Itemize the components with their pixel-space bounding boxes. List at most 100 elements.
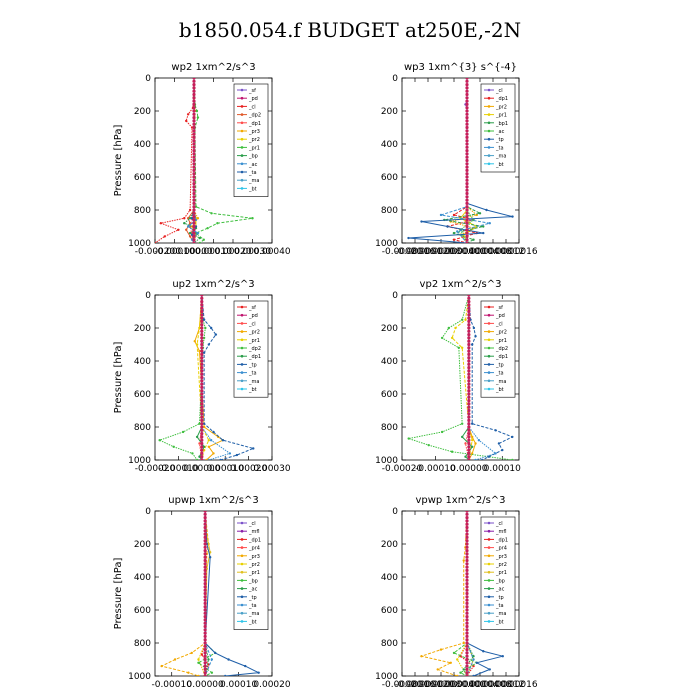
data-point: [251, 217, 254, 220]
data-point: [467, 415, 471, 419]
legend-marker: [487, 603, 491, 607]
data-point: [203, 516, 207, 520]
data-point: [203, 595, 207, 599]
data-point: [200, 382, 204, 386]
legend-label: _ta: [495, 603, 504, 609]
data-point: [188, 208, 192, 212]
x-tick-label: 0.00030: [253, 464, 290, 474]
panel-title: vp2 1xm^2/s^3: [420, 279, 502, 290]
data-point: [472, 674, 475, 676]
legend-marker: [240, 529, 244, 533]
legend-label: _pr1: [495, 338, 507, 344]
y-tick-label: 0: [145, 507, 151, 517]
data-point: [190, 233, 194, 236]
chart-panel-4: vp2 1xm^2/s^3 0 200 400 600 800 1000-0.00020-0…: [375, 279, 521, 474]
data-point: [198, 326, 201, 330]
legend-label: _ta: [495, 371, 504, 377]
plot-frame: [401, 77, 520, 244]
data-point: [214, 333, 218, 336]
legend: _sf _pd _cl _dp2 _dp1 _pr3 _pr2 _pr1 _bp _ac _ta _m…: [233, 83, 269, 197]
data-point: [228, 452, 232, 455]
data-point: [465, 168, 469, 172]
data-point: [465, 79, 469, 83]
x-tick-label: 0.00000: [187, 680, 224, 690]
data-point: [213, 651, 217, 655]
data-point: [192, 191, 196, 196]
data-point: [200, 339, 204, 343]
series-line-dp1: [447, 78, 477, 243]
legend: _cl _dp1 _pr2 _pr1 _bp1 _ac _tp _ta _ma _bt: [480, 83, 516, 173]
x-tick-label: 0.00020: [230, 464, 267, 474]
data-point: [200, 342, 204, 347]
legend-marker: [487, 595, 491, 599]
data-point: [420, 655, 423, 658]
page-title: b1850.054.f BUDGET at250E,-2N: [178, 18, 522, 42]
data-point: [465, 129, 469, 133]
data-point: [200, 455, 204, 459]
x-tick-label: 0.00008: [474, 247, 511, 257]
data-point: [208, 556, 212, 559]
data-point: [200, 362, 204, 366]
legend-marker: [240, 363, 244, 366]
data-point: [200, 432, 204, 436]
data-point: [465, 116, 469, 120]
data-point: [465, 139, 469, 143]
data-point: [203, 575, 207, 579]
legend-label: _ac: [248, 587, 258, 593]
data-point: [192, 89, 196, 93]
data-point: [471, 343, 474, 346]
y-tick-label: 1000: [375, 456, 398, 466]
data-point: [155, 241, 157, 243]
data-point: [202, 422, 206, 425]
data-point: [467, 339, 471, 343]
data-point: [200, 458, 204, 460]
legend-label: _ma: [495, 154, 506, 160]
legend-marker: [487, 587, 491, 590]
data-point: [203, 634, 207, 639]
data-point: [465, 96, 469, 100]
x-tick-label: -0.00012: [408, 247, 448, 257]
data-point: [185, 119, 188, 123]
data-point: [200, 435, 204, 439]
x-tick-label: 0.00030: [234, 247, 271, 257]
x-tick-label: -0.00008: [421, 680, 462, 690]
data-point: [449, 661, 452, 664]
data-point: [465, 651, 469, 655]
data-point: [203, 664, 207, 668]
data-point: [511, 435, 514, 439]
data-point: [192, 195, 196, 199]
data-point: [474, 458, 477, 460]
data-point: [197, 661, 200, 664]
data-point: [467, 382, 471, 386]
data-point: [497, 442, 501, 445]
legend-label: _mfl: [495, 529, 507, 535]
legend-label: _dp1: [248, 537, 261, 543]
data-point: [465, 648, 469, 652]
legend: _cl _mfl _dp1 _pr4 _pr3 _pr2 _pr1 _bp _ac _tp _ta _…: [480, 516, 516, 630]
series-line-bp: [453, 511, 478, 676]
data-point: [465, 112, 469, 116]
data-point: [465, 638, 469, 642]
data-point: [465, 158, 469, 163]
data-point: [192, 135, 196, 139]
plot-frame: [154, 294, 273, 461]
data-point: [235, 453, 239, 457]
data-point: [192, 102, 196, 106]
plot-area: [419, 511, 504, 676]
data-point: [200, 389, 204, 393]
x-tick-label: 0.00010: [207, 464, 244, 474]
data-point: [465, 525, 469, 530]
data-point: [207, 445, 211, 448]
data-point: [192, 201, 196, 205]
data-point: [462, 668, 465, 671]
legend-marker: [487, 554, 491, 558]
y-tick-label: 0: [145, 291, 151, 301]
data-point: [465, 198, 469, 202]
data-point: [200, 313, 204, 317]
data-point: [467, 408, 471, 413]
data-point: [200, 448, 204, 452]
legend-label: _sf: [248, 305, 256, 311]
data-point: [467, 326, 471, 330]
data-point: [244, 664, 247, 668]
legend-label: _bt: [248, 387, 257, 393]
